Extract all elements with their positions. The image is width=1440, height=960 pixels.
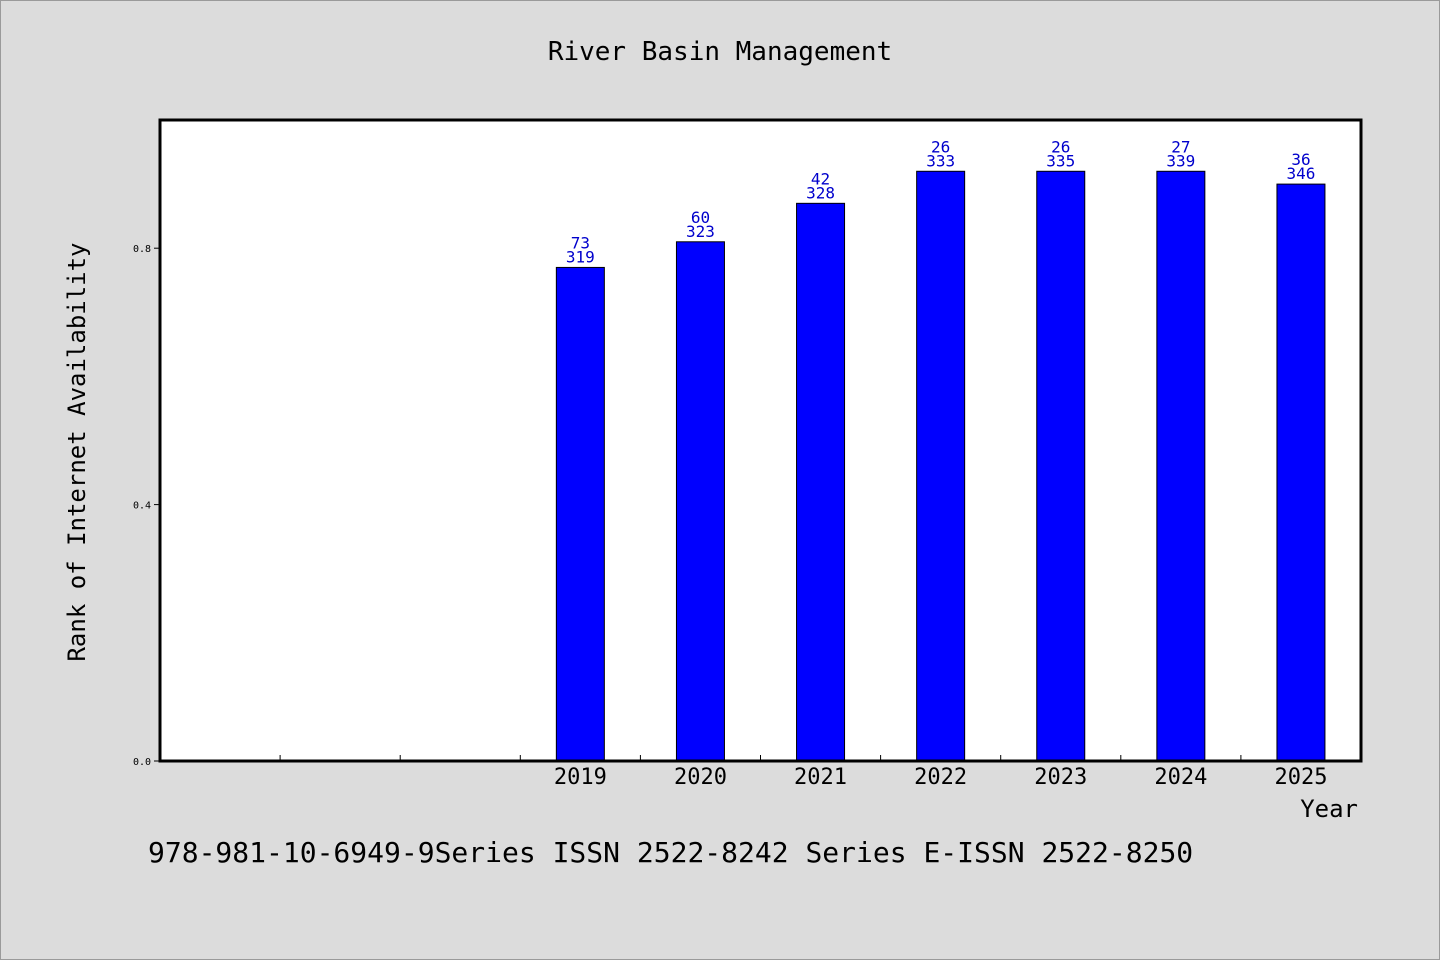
data-label-bottom: 328: [806, 183, 835, 202]
x-tick-label: 2023: [1034, 765, 1087, 790]
bar: [1156, 170, 1206, 762]
x-tick-label: 2022: [914, 765, 967, 790]
plot-border: [158, 118, 1363, 763]
bar: [1036, 170, 1086, 762]
data-label-top: 27: [1171, 137, 1190, 156]
bar: [1276, 183, 1326, 762]
bars-group: [555, 170, 1326, 762]
data-label-bottom: 339: [1166, 151, 1195, 170]
data-label-top: 73: [571, 233, 590, 252]
data-label-bottom: 335: [1046, 151, 1075, 170]
bar: [675, 241, 725, 762]
x-axis-title: Year: [1300, 795, 1358, 823]
y-tick-labels: 0.0 0.4 0.8: [133, 244, 151, 768]
footer-issn-text: 978-981-10-6949-9Series ISSN 2522-8242 S…: [148, 836, 1193, 869]
x-tick-label: 2019: [554, 765, 607, 790]
x-tick-label: 2020: [674, 765, 727, 790]
y-axis-title: Rank of Internet Availability: [63, 242, 91, 661]
bar: [555, 266, 605, 762]
x-tick-label: 2025: [1274, 765, 1327, 790]
x-tick-label: 2021: [794, 765, 847, 790]
y-tick-label: 0.4: [133, 501, 151, 512]
data-label-top: 36: [1291, 150, 1310, 169]
data-label-bottom: 323: [686, 222, 715, 241]
data-label-bottom: 333: [926, 151, 955, 170]
data-label-bottom: 319: [566, 247, 595, 266]
y-tick-label: 0.8: [133, 244, 151, 255]
data-label-top: 26: [931, 137, 950, 156]
bar: [796, 202, 846, 762]
x-tick-label: 2024: [1154, 765, 1207, 790]
data-label-top: 42: [811, 169, 830, 188]
x-tick-labels: 2019 2020 2021 2022 2023 2024 2025: [554, 765, 1328, 790]
data-label-bottom: 346: [1286, 164, 1315, 183]
y-tick-label: 0.0: [133, 757, 151, 768]
bar: [916, 170, 966, 762]
data-label-top: 26: [1051, 137, 1070, 156]
chart-title: River Basin Management: [548, 37, 892, 67]
data-label-top: 60: [691, 208, 710, 227]
